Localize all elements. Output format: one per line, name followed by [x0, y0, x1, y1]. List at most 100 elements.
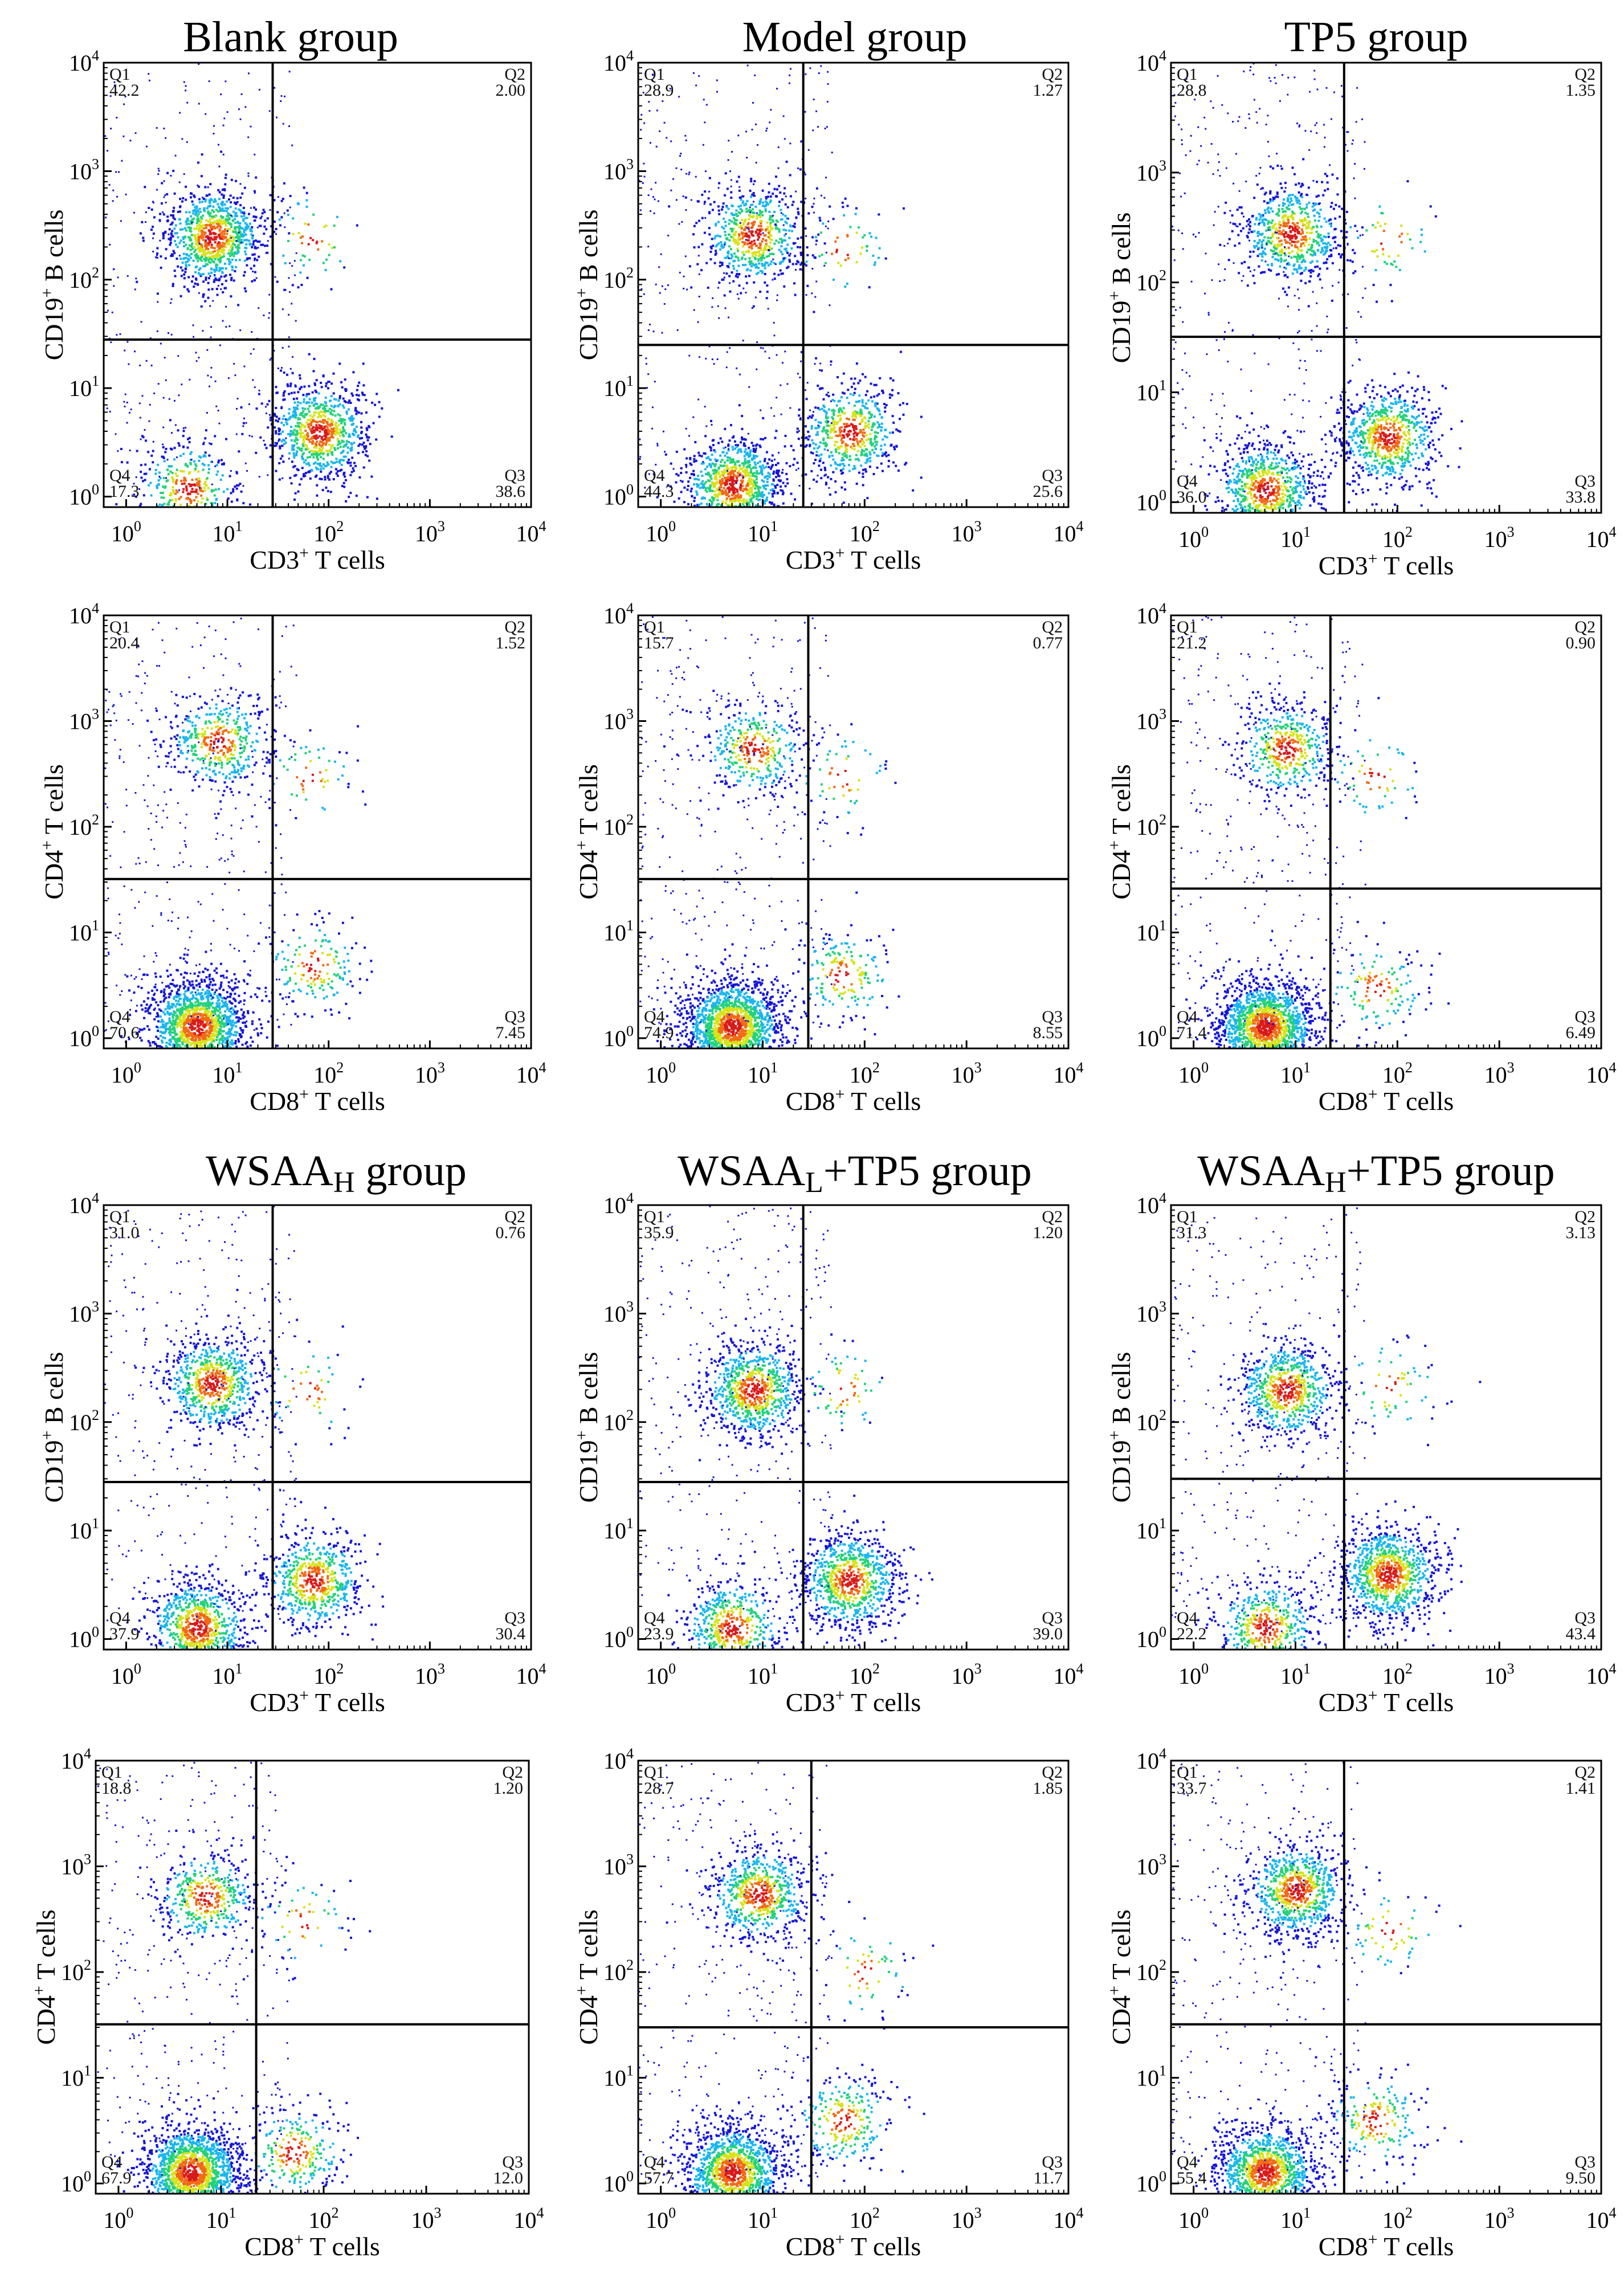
event-dot [859, 446, 862, 448]
event-dot [822, 222, 825, 225]
event-dot [213, 210, 215, 213]
event-dot [775, 224, 778, 227]
event-dot [789, 225, 792, 228]
event-dot [727, 444, 730, 447]
event-dot [281, 346, 284, 349]
event-dot [882, 470, 884, 472]
event-dot [181, 269, 184, 272]
event-dot [140, 471, 142, 473]
event-dot [195, 227, 198, 230]
event-dot [712, 482, 715, 485]
event-dot [321, 446, 324, 449]
event-dot [773, 277, 776, 280]
event-dot [822, 462, 825, 464]
event-dot [719, 489, 722, 492]
event-dot [853, 418, 856, 421]
event-dot [720, 460, 723, 463]
event-dot [211, 504, 214, 507]
event-dot [744, 264, 747, 266]
quadrant-label: Q3 [1042, 466, 1063, 485]
event-dot [779, 269, 782, 272]
event-dot [297, 417, 300, 419]
event-dot [222, 235, 225, 238]
event-dot [731, 461, 733, 464]
event-dot [730, 257, 733, 260]
event-dot [729, 472, 732, 475]
event-dot [727, 255, 729, 258]
event-dot [263, 244, 266, 247]
event-dot [760, 438, 762, 440]
event-dot [334, 414, 337, 417]
event-dot [283, 288, 286, 291]
event-dot [825, 444, 827, 447]
event-dot [185, 497, 188, 500]
event-dot [327, 431, 330, 434]
event-dot [731, 220, 733, 223]
event-dot [768, 230, 771, 232]
event-dot [139, 232, 142, 235]
event-dot [844, 449, 847, 452]
event-dot [268, 312, 271, 314]
event-dot [322, 467, 325, 470]
event-dot [819, 219, 822, 222]
event-dot [214, 258, 217, 260]
event-dot [211, 260, 214, 263]
event-dot [771, 454, 774, 457]
event-dot [747, 484, 749, 487]
event-dot [213, 255, 215, 257]
event-dot [133, 493, 136, 496]
event-dot [814, 443, 817, 446]
event-dot [235, 472, 238, 475]
event-dot [805, 444, 808, 447]
event-dot [857, 413, 860, 415]
event-dot [709, 258, 712, 261]
event-dot [838, 408, 840, 411]
event-dot [779, 262, 782, 264]
event-dot [735, 231, 737, 233]
event-dot [749, 451, 752, 454]
event-dot [861, 399, 864, 402]
event-dot [207, 210, 210, 213]
event-dot [719, 488, 721, 491]
event-dot [834, 421, 837, 423]
event-dot [741, 436, 743, 439]
event-dot [713, 201, 716, 203]
event-dot [864, 375, 867, 378]
event-dot [655, 283, 657, 285]
event-dot [127, 341, 129, 343]
event-dot [777, 472, 780, 475]
event-dot [884, 451, 887, 454]
event-dot [288, 277, 290, 279]
event-dot [303, 264, 305, 267]
event-dot [834, 444, 837, 447]
event-dot [191, 242, 194, 245]
event-dot [199, 219, 202, 222]
event-dot [189, 471, 191, 473]
event-dot [777, 167, 780, 169]
event-dot [185, 85, 187, 87]
event-dot [716, 91, 718, 93]
event-dot [741, 256, 744, 259]
event-dot [817, 447, 819, 450]
event-dot [729, 479, 732, 481]
event-dot [196, 209, 199, 212]
event-dot [135, 476, 137, 478]
event-dot [852, 412, 855, 415]
event-dot [832, 458, 835, 461]
event-dot [756, 212, 758, 214]
event-dot [170, 298, 173, 300]
event-dot [731, 255, 734, 258]
event-dot [749, 454, 752, 456]
event-dot [744, 232, 746, 235]
event-dot [365, 399, 368, 402]
event-dot [781, 239, 784, 242]
event-dot [314, 453, 316, 456]
event-dot [303, 461, 305, 464]
event-dot [874, 447, 877, 450]
event-dot [891, 389, 894, 391]
event-dot [704, 201, 706, 203]
event-dot [205, 239, 207, 242]
event-dot [274, 276, 276, 278]
event-dot [734, 238, 737, 241]
event-dot [270, 225, 273, 228]
